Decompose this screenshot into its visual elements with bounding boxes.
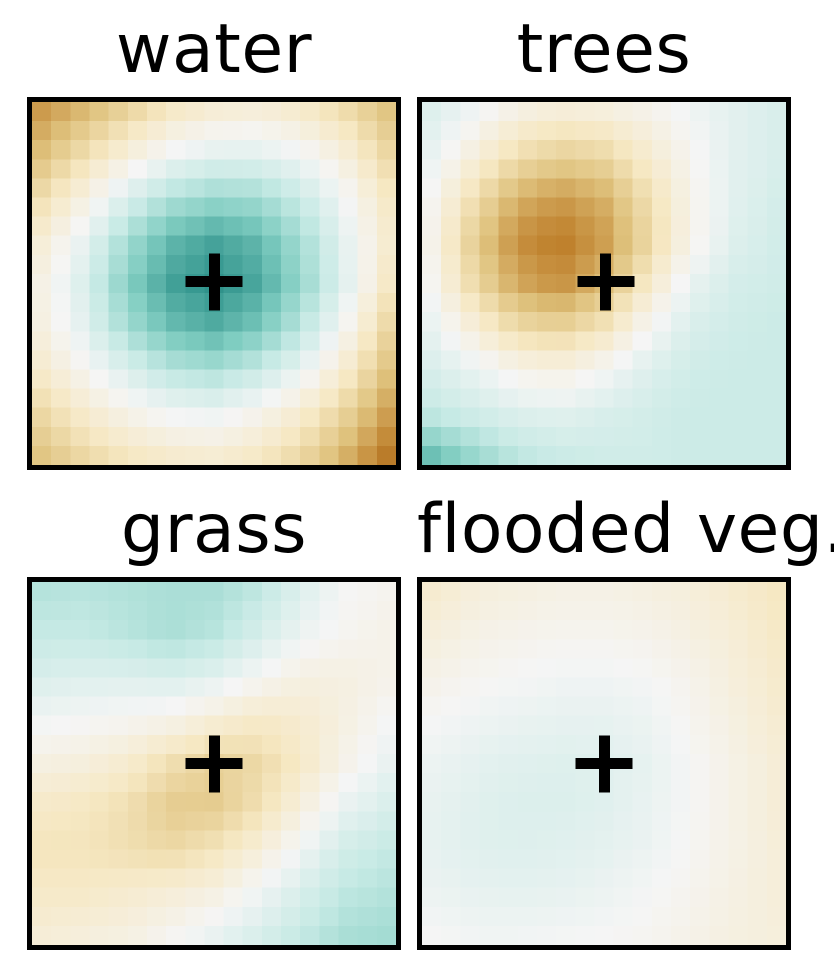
heatmap-canvas-trees	[422, 102, 786, 465]
heatmap-canvas-water	[32, 102, 396, 465]
heatmap-canvas-flooded-veg	[422, 582, 786, 945]
panel-title-flooded-veg: flooded veg.	[417, 490, 834, 569]
panel-title-trees: trees	[516, 10, 692, 89]
heatmap-panel-trees	[417, 97, 791, 470]
heatmap-panel-grass	[27, 577, 401, 950]
heatmap-panel-flooded-veg	[417, 577, 791, 950]
heatmap-canvas-grass	[32, 582, 396, 945]
panel-title-grass: grass	[120, 490, 308, 569]
heatmap-panel-water	[27, 97, 401, 470]
panel-title-water: water	[115, 10, 313, 89]
